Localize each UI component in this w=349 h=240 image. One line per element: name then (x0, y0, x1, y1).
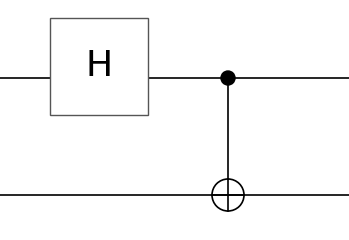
Text: H: H (86, 49, 113, 84)
Bar (50, 18, 148, 115)
Ellipse shape (221, 71, 235, 85)
